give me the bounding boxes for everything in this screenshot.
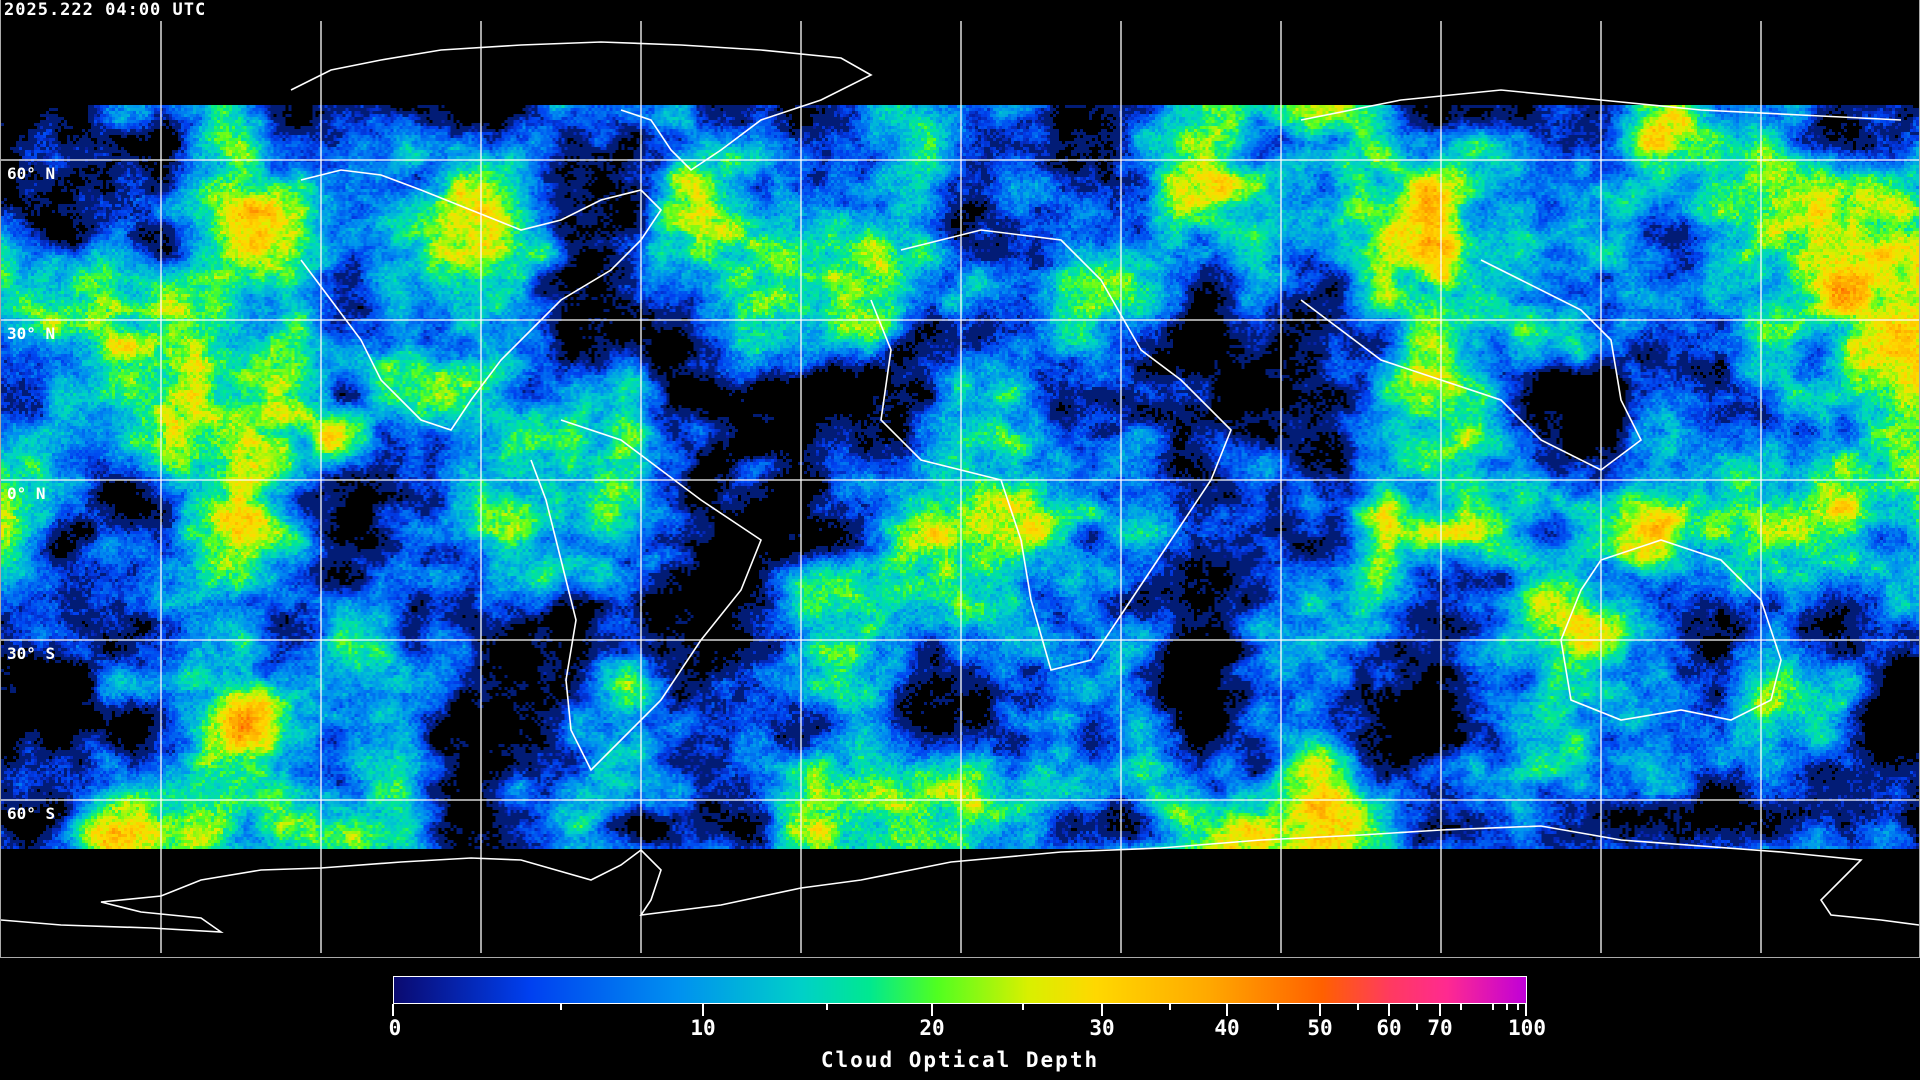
colorbar-tick — [1517, 1004, 1519, 1010]
lat-label-60n: 60° N — [7, 164, 56, 183]
colorbar-tick — [1319, 1004, 1321, 1016]
colorbar-tick — [1022, 1004, 1024, 1010]
tick-label-30: 30 — [1089, 1016, 1115, 1040]
coastline — [870, 229, 1232, 671]
colorbar-tick — [560, 1004, 562, 1010]
tick-label-40: 40 — [1214, 1016, 1240, 1040]
colorbar-tick — [1460, 1004, 1462, 1010]
colorbar-tick — [1101, 1004, 1103, 1016]
colorbar-tick — [1416, 1004, 1418, 1010]
tick-label-50: 50 — [1307, 1016, 1333, 1040]
timestamp: 2025.222 04:00 UTC — [4, 0, 207, 20]
lat-label-30n: 30° N — [7, 324, 56, 343]
tick-label-100: 100 — [1508, 1016, 1546, 1040]
graticule — [1, 21, 1919, 953]
colorbar-tick — [392, 1004, 394, 1016]
colorbar-tick — [826, 1004, 828, 1010]
colorbar-tick — [1506, 1004, 1508, 1010]
coastline — [1, 825, 1919, 933]
colorbar-tick — [1357, 1004, 1359, 1010]
lat-label-60s: 60° S — [7, 804, 56, 823]
tick-label-70: 70 — [1427, 1016, 1453, 1040]
coastline — [290, 41, 873, 172]
cloud-optical-depth-map: 2025.222 04:00 UTC 60° N 30° N 0° N 30° … — [0, 0, 1920, 958]
lat-label-30s: 30° S — [7, 644, 56, 663]
coastline — [530, 419, 762, 772]
colorbar-tick — [931, 1004, 933, 1016]
colorbar-tick — [1388, 1004, 1390, 1016]
map-overlay — [1, 21, 1919, 953]
coastline — [1560, 539, 1782, 721]
tick-label-0: 0 — [388, 1016, 402, 1040]
colorbar-tick — [1226, 1004, 1228, 1016]
colorbar-ticks — [0, 1004, 1920, 1024]
coastlines — [1, 41, 1919, 933]
colorbar-tick — [1492, 1004, 1494, 1010]
tick-label-60: 60 — [1376, 1016, 1402, 1040]
colorbar-tick — [702, 1004, 704, 1016]
colorbar-tick — [1169, 1004, 1171, 1010]
colorbar-title: Cloud Optical Depth — [820, 1048, 1100, 1072]
colorbar-tick — [1277, 1004, 1279, 1010]
colorbar-tick — [1525, 1004, 1527, 1016]
lat-label-0n: 0° N — [7, 484, 46, 503]
coastline — [300, 169, 663, 431]
colorbar — [393, 976, 1527, 1004]
colorbar-tick — [1439, 1004, 1441, 1016]
tick-label-20: 20 — [919, 1016, 945, 1040]
tick-label-10: 10 — [690, 1016, 716, 1040]
